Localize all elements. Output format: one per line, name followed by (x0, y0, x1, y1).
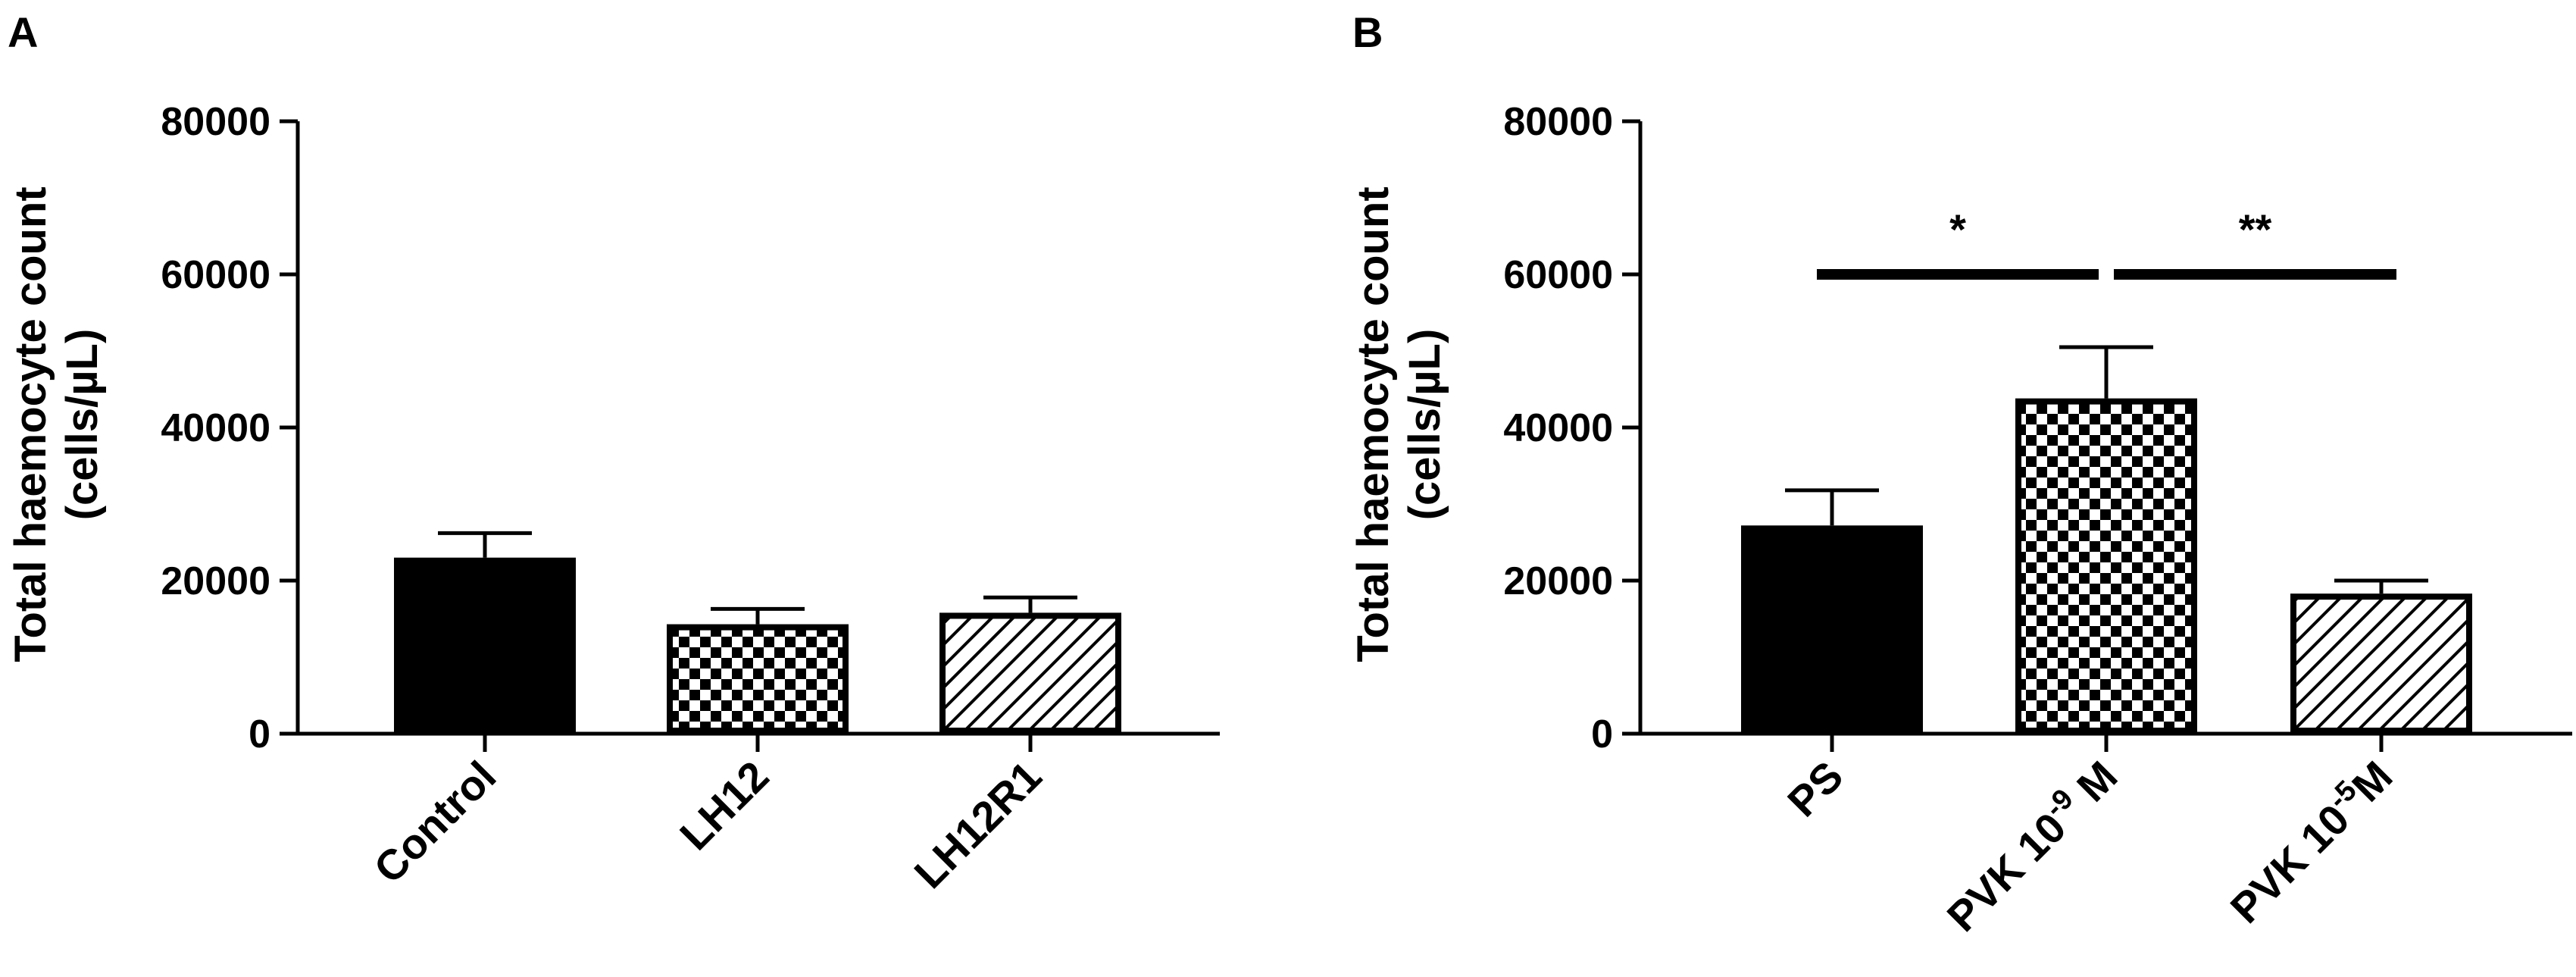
plot-area: 0 20000 40000 60000 80000 Control LH12 LH12R1 (161, 100, 1220, 897)
y-axis-title-line1: Total haemocyte count (1349, 186, 1398, 662)
chart-panel-b: B Total haemocyte count (cells/µL) 0 2000… (1349, 8, 2572, 941)
bar (2015, 398, 2197, 734)
x-tick-label: PS (1778, 752, 1852, 825)
bar (939, 612, 1121, 734)
plot-area: 0 20000 40000 60000 80000 PS PVK 10-9 M PVK 10-… (1503, 100, 2572, 941)
x-tick-label: LH12 (671, 752, 777, 859)
y-tick-label: 40000 (161, 406, 270, 450)
x-tick-label: Control (364, 752, 505, 892)
x-tick-label: PVK 10-9 M (1936, 750, 2127, 941)
bar (2290, 593, 2472, 734)
y-axis-title: Total haemocyte count (cells/µL) (1349, 186, 1449, 662)
x-tick-label: PVK 10-5M (2219, 750, 2402, 932)
y-tick-label: 40000 (1503, 406, 1613, 450)
bar (394, 557, 576, 734)
y-tick-label: 60000 (1503, 253, 1613, 297)
significance-label: ** (2239, 205, 2272, 253)
panel-letter-a: A (8, 8, 38, 56)
y-tick-label: 80000 (161, 100, 270, 144)
y-tick-label: 80000 (1503, 100, 1613, 144)
y-tick-label: 20000 (1503, 559, 1613, 603)
x-tick-label: LH12R1 (905, 752, 1050, 897)
y-tick-label: 20000 (161, 559, 270, 603)
y-tick-label: 60000 (161, 253, 270, 297)
panel-letter-b: B (1352, 8, 1383, 56)
chart-panel-a: A Total haemocyte count (cells/µL) 0 2000… (6, 8, 1220, 897)
y-axis-title-line2: (cells/µL) (58, 329, 107, 521)
y-axis-title: Total haemocyte count (cells/µL) (6, 186, 107, 662)
y-tick-label: 0 (1591, 712, 1613, 756)
bar (1741, 525, 1923, 734)
y-tick-label: 0 (249, 712, 270, 756)
significance-label: * (1949, 205, 1966, 253)
y-axis-title-line2: (cells/µL) (1400, 329, 1449, 521)
bar (667, 624, 849, 734)
y-axis-title-line1: Total haemocyte count (6, 186, 55, 662)
